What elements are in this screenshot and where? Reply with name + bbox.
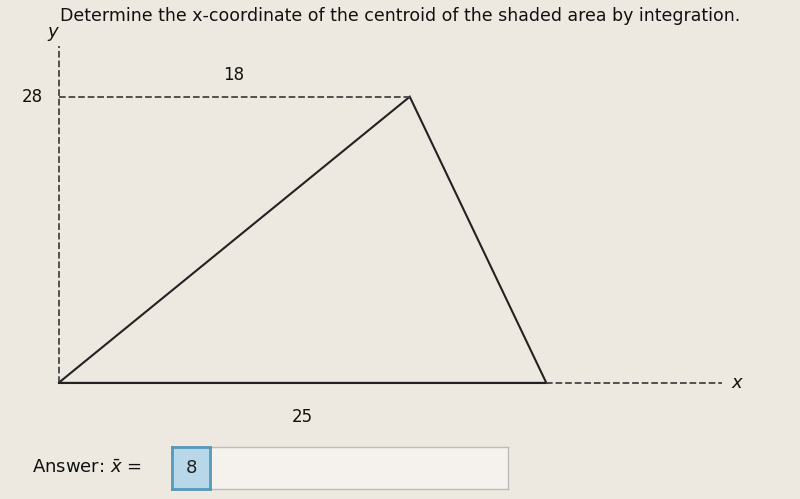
Polygon shape [58,97,546,383]
Text: Determine the x-coordinate of the centroid of the shaded area by integration.: Determine the x-coordinate of the centro… [60,7,740,25]
Text: 25: 25 [292,409,313,427]
Text: 8: 8 [186,459,197,477]
Text: x: x [732,374,742,392]
Text: 18: 18 [223,66,245,84]
Text: Answer: $\bar{x}$ =: Answer: $\bar{x}$ = [32,459,142,477]
Text: y: y [47,22,58,40]
Text: 28: 28 [22,88,43,106]
